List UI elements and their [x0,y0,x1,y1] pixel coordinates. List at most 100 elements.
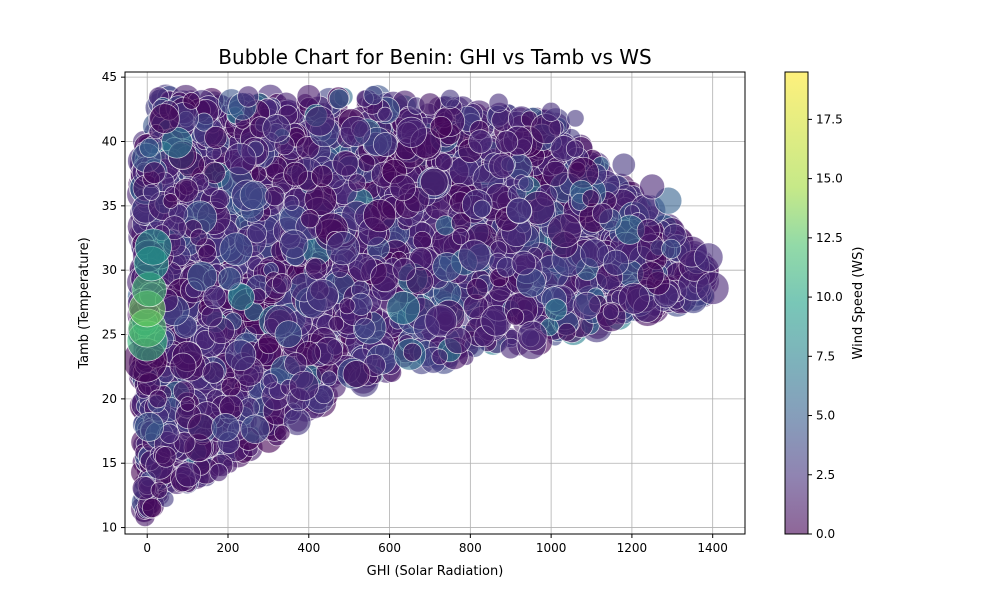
highlight-point [611,152,636,177]
x-tick-label: 800 [459,541,482,555]
data-point [602,303,620,320]
chart-title: Bubble Chart for Benin: GHI vs Tamb vs W… [218,45,651,69]
data-point [182,92,201,110]
data-point [572,291,601,321]
data-point [392,257,417,282]
highlight-point [237,85,260,108]
x-tick-label: 1000 [536,541,567,555]
x-axis-label: GHI (Solar Radiation) [367,564,504,579]
data-point [565,139,585,158]
data-point [306,278,339,312]
data-point [219,232,253,266]
data-point [169,352,197,380]
data-point [661,238,682,259]
data-point [506,307,525,326]
data-point [142,497,163,518]
highlight-point [693,242,724,273]
data-point [204,125,228,150]
x-tick-label: 600 [378,541,401,555]
data-point [518,176,535,193]
data-point [274,424,291,442]
data-point [279,229,309,259]
data-point [581,189,600,208]
colorbar-frame [784,71,809,535]
data-point [342,360,371,388]
x-tick-label: 0 [143,541,151,555]
y-tick-label: 15 [102,456,117,470]
data-point [311,164,334,188]
data-point [211,413,240,442]
data-point [239,180,269,210]
y-tick-label: 25 [102,328,117,342]
colorbar-tick-label: 2.5 [816,468,835,482]
data-point [458,239,491,272]
y-tick-label: 30 [102,263,117,277]
data-point [187,261,218,292]
data-point [542,160,569,187]
data-point [134,412,164,442]
y-tick-label: 40 [102,134,117,148]
data-point [547,213,582,248]
data-point [444,326,472,355]
data-point [203,161,226,184]
data-point [340,115,371,147]
colorbar-tick-label: 0.0 [816,527,835,541]
data-point [262,114,291,143]
data-point [402,342,423,362]
data-point [468,129,493,154]
data-point [418,92,442,116]
data-point [179,396,196,412]
y-axis-ticks: 10 15 20 25 30 35 40 45 [102,70,125,535]
data-point [557,322,577,342]
data-point [162,193,179,209]
x-tick-label: 400 [297,541,320,555]
data-point [187,413,215,441]
data-point [389,174,417,202]
data-point [636,218,661,243]
highlight-point [566,109,585,128]
colorbar-ticks: 0.0 2.5 5.0 7.5 10.0 12.5 15.0 17.5 [808,112,843,541]
data-point [328,315,345,332]
data-point [434,152,453,171]
data-point [217,267,242,291]
x-tick-label: 1400 [697,541,728,555]
data-point [363,199,397,233]
x-tick-label: 200 [217,541,240,555]
colorbar: 0.0 2.5 5.0 7.5 10.0 12.5 15.0 17.5 Wind Speed … [784,71,866,541]
highlight-point [488,92,509,113]
colorbar-label: Wind Speed (WS) [851,247,866,360]
colorbar-tick-label: 15.0 [816,172,843,186]
data-point [300,209,320,229]
colorbar-gradient [785,72,808,534]
data-point [304,105,336,137]
data-point [175,461,202,488]
data-point [143,161,166,184]
data-point [283,161,308,187]
x-axis-ticks: 0 200 400 600 800 1000 1200 1400 [143,534,728,555]
colorbar-tick-label: 12.5 [816,231,843,245]
data-point [488,152,515,180]
data-point [472,199,492,218]
data-point [592,202,614,224]
data-point [224,142,257,176]
data-point [240,414,270,444]
data-point [424,304,458,338]
data-point [347,173,367,192]
data-point [505,197,532,224]
data-point [283,195,300,211]
data-point [328,88,350,110]
highlight-point [134,228,172,266]
data-point [354,317,376,339]
data-point [189,228,208,247]
data-point [262,373,278,389]
highlight-point [639,173,665,200]
highlight-point [541,101,562,122]
data-point [209,463,229,482]
y-axis-label: Tamb (Temperature) [77,237,92,369]
data-point [325,231,360,266]
data-point [544,298,568,321]
y-tick-label: 45 [102,70,117,84]
data-point [202,361,225,384]
plot-frame [124,71,746,535]
data-point [432,252,462,282]
